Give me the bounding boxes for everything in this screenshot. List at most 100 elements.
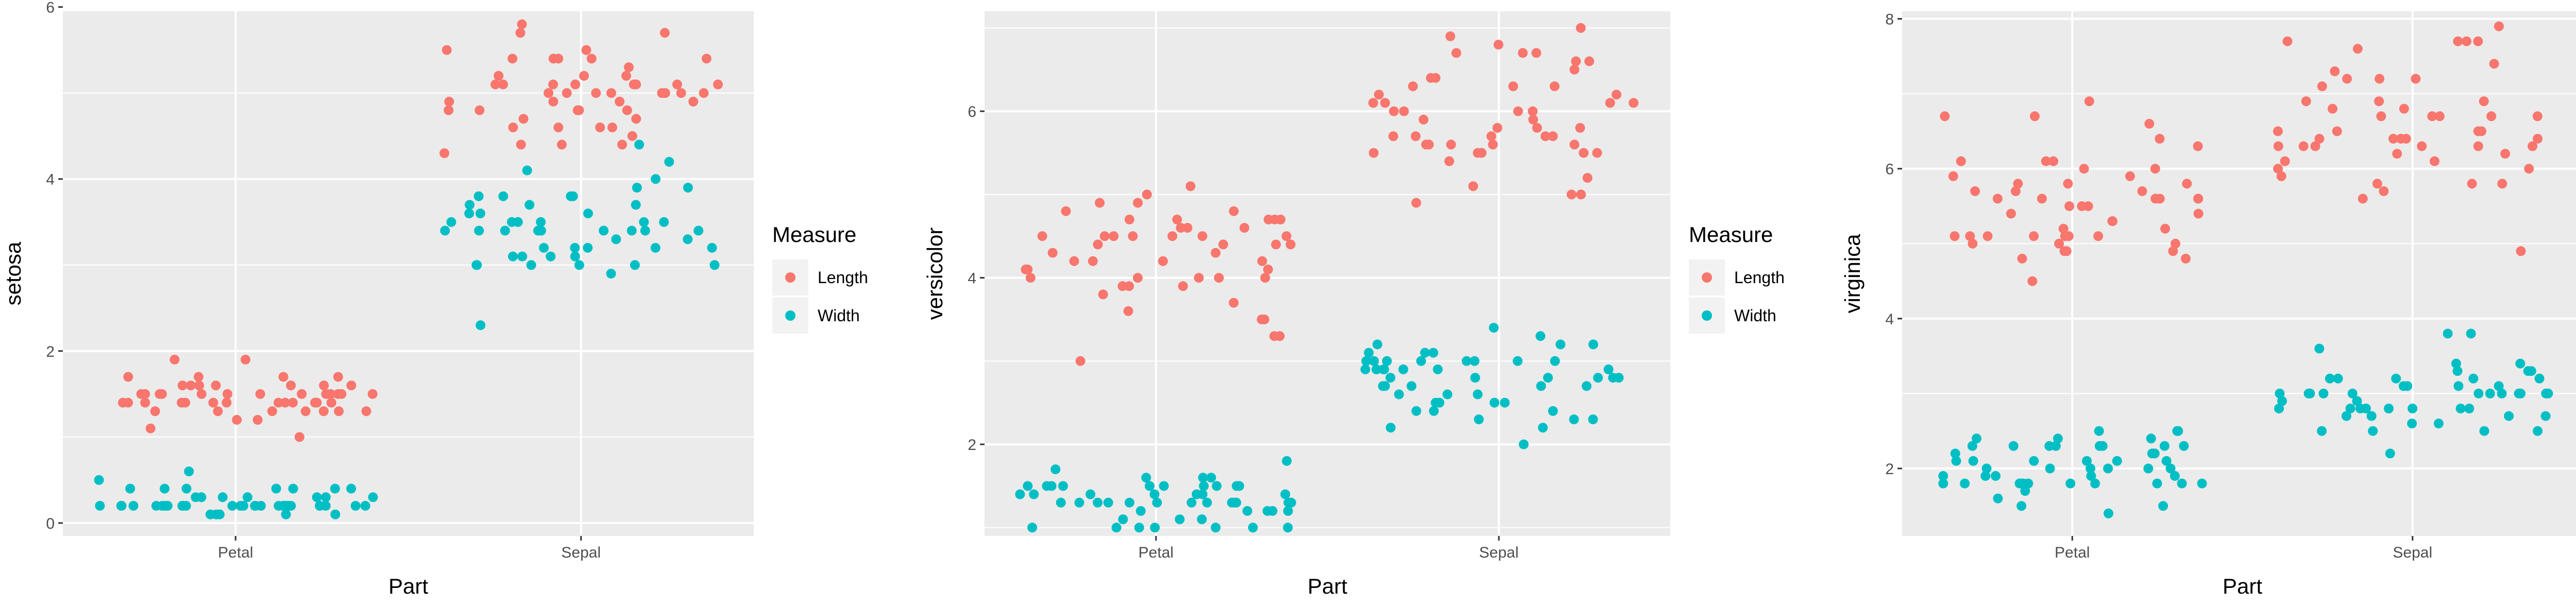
- legend-label: Width: [1734, 306, 1776, 325]
- data-point: [2010, 186, 2021, 196]
- data-point: [632, 183, 642, 193]
- data-point: [1231, 481, 1242, 491]
- data-point: [440, 225, 450, 236]
- data-point: [235, 501, 246, 511]
- data-point: [1023, 481, 1033, 491]
- data-point: [1389, 106, 1399, 116]
- data-point: [1275, 331, 1285, 341]
- data-point: [1579, 148, 1589, 158]
- data-point: [1399, 106, 1409, 116]
- data-point: [586, 54, 597, 64]
- data-point: [1093, 497, 1103, 508]
- data-point: [160, 483, 170, 494]
- data-point: [300, 406, 311, 416]
- data-point: [548, 79, 558, 90]
- data-point: [2305, 388, 2315, 398]
- series-width: [94, 140, 720, 519]
- data-point: [2384, 404, 2394, 413]
- data-point: [1411, 406, 1421, 416]
- data-point: [2533, 426, 2543, 436]
- data-point: [286, 380, 296, 391]
- data-point: [278, 372, 289, 382]
- data-point: [1283, 523, 1293, 533]
- data-point: [334, 406, 344, 416]
- data-point: [579, 71, 589, 81]
- data-point: [1394, 389, 1404, 399]
- data-point: [185, 380, 196, 391]
- data-point: [2452, 366, 2463, 376]
- data-point: [1968, 238, 1978, 249]
- data-point: [624, 62, 634, 73]
- data-point: [701, 54, 711, 64]
- data-point: [1015, 489, 1025, 499]
- data-point: [2528, 141, 2538, 151]
- data-point: [2298, 141, 2309, 151]
- data-point: [1629, 98, 1639, 108]
- data-point: [474, 225, 484, 236]
- data-point: [659, 217, 669, 227]
- data-point: [1993, 493, 2003, 503]
- data-point: [500, 225, 510, 236]
- data-point: [2372, 179, 2382, 189]
- data-point: [570, 251, 580, 262]
- data-point: [1374, 90, 1384, 100]
- data-point: [1380, 98, 1390, 108]
- data-point: [1592, 148, 1602, 158]
- data-point: [1280, 489, 1291, 499]
- y-tick-label: 8: [1885, 11, 1894, 28]
- y-tick-label: 6: [46, 0, 55, 16]
- data-point: [631, 79, 641, 90]
- data-point: [1418, 114, 1429, 125]
- data-point: [2027, 276, 2038, 286]
- data-point: [1199, 481, 1209, 491]
- data-point: [1214, 273, 1224, 283]
- data-point: [639, 217, 649, 227]
- data-point: [1371, 364, 1382, 374]
- data-point: [116, 501, 127, 511]
- data-point: [1088, 256, 1098, 266]
- data-point: [2325, 373, 2335, 384]
- data-point: [2515, 358, 2526, 369]
- data-point: [2392, 149, 2402, 159]
- data-point: [1991, 471, 2001, 481]
- data-point: [184, 466, 194, 477]
- data-point: [320, 501, 331, 511]
- data-point: [2048, 156, 2059, 166]
- data-point: [659, 28, 670, 38]
- data-point: [1198, 473, 1208, 483]
- data-point: [2433, 419, 2444, 429]
- data-point: [140, 397, 150, 408]
- data-point: [707, 242, 717, 253]
- data-point: [2301, 96, 2311, 107]
- data-point: [2177, 478, 2187, 489]
- data-point: [630, 260, 640, 270]
- data-point: [1182, 223, 1193, 233]
- data-point: [2466, 328, 2476, 339]
- data-point: [2473, 388, 2484, 398]
- data-point: [1257, 256, 1267, 266]
- legend-label: Length: [1734, 268, 1785, 287]
- data-point: [472, 260, 482, 270]
- data-point: [570, 79, 581, 90]
- data-point: [1211, 523, 1221, 533]
- data-point: [1109, 231, 1119, 241]
- data-point: [1283, 506, 1293, 516]
- data-point: [2093, 231, 2104, 241]
- data-point: [118, 397, 128, 408]
- data-point: [368, 492, 378, 502]
- data-point: [2388, 134, 2398, 144]
- data-point: [2084, 96, 2094, 107]
- y-tick-label: 6: [1885, 161, 1894, 178]
- data-point: [1398, 364, 1409, 374]
- data-point: [181, 483, 192, 494]
- data-point: [1206, 473, 1216, 483]
- data-point: [2094, 426, 2104, 436]
- data-point: [170, 355, 180, 364]
- data-point: [1212, 481, 1222, 491]
- data-point: [1472, 148, 1483, 158]
- data-point: [2430, 156, 2439, 166]
- data-point: [622, 105, 632, 115]
- data-point: [1972, 433, 1981, 444]
- data-point: [2044, 441, 2055, 451]
- legend-key-point: [785, 310, 795, 321]
